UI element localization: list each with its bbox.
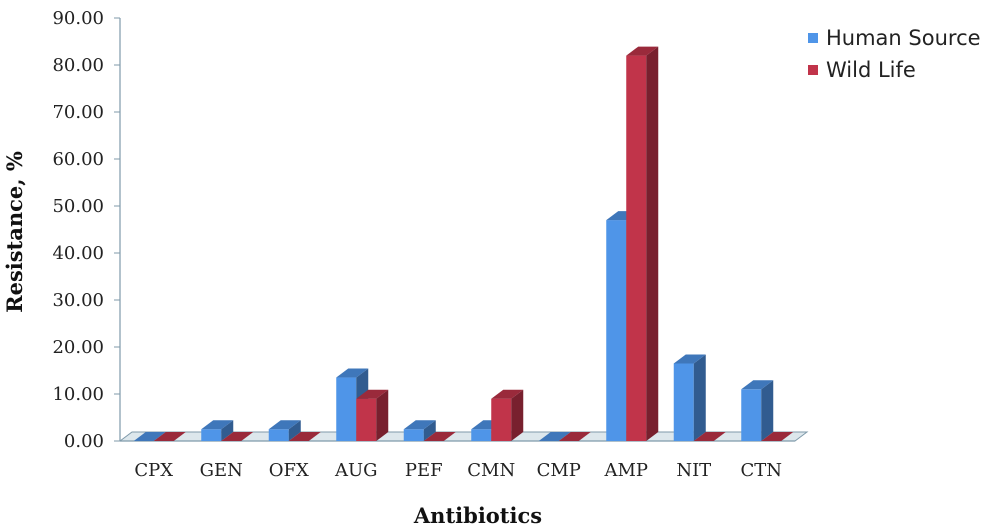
y-tick-label: 20.00 [52,337,104,358]
x-tick-label-ofx: OFX [269,460,309,481]
bar-wild-life-ctn [761,432,794,441]
y-tick-label: 90.00 [52,8,104,29]
bar-human-source-ctn [741,380,774,441]
x-tick-label-pef: PEF [405,460,443,481]
bar-human-source-nit [673,354,706,441]
bar-human-source-gen [201,420,234,441]
bar-wild-life-cmp [558,432,591,441]
bar-wild-life-cpx [153,432,186,441]
x-tick-label-ctn: CTN [740,460,782,481]
y-tick-label: 30.00 [52,290,104,311]
bar-wild-life-ofx [288,432,321,441]
y-axis-title: Resistance, % [2,151,27,313]
x-axis-ticks: CPX GEN OFX AUG PEF CMN CMP AMP NIT CTN [134,460,782,481]
x-tick-label-cpx: CPX [134,460,173,481]
bars [133,46,794,441]
x-tick-label-cmn: CMN [467,460,515,481]
bar-wild-life-cmn [491,389,524,441]
bar-human-source-ofx [268,420,301,441]
x-tick-label-nit: NIT [676,460,711,481]
bar-wild-life-pef [423,432,456,441]
legend-label-wild-life: Wild Life [826,58,916,82]
bar-human-source-cmp [538,432,571,441]
bar-human-source-pef [403,420,436,441]
legend-swatch-human-source [808,33,818,43]
y-tick-label: 70.00 [52,102,104,123]
bar-wild-life-amp [626,46,659,441]
legend-label-human-source: Human Source [826,26,981,50]
y-axis-ticks: 0.00 10.00 20.00 30.00 40.00 50.00 60.00 70.00 8… [52,8,120,452]
x-tick-label-cmp: CMP [537,460,581,481]
bar-wild-life-gen [221,432,254,441]
legend-item-wild-life: Wild Life [808,54,981,86]
y-tick-label: 50.00 [52,196,104,217]
x-tick-label-aug: AUG [334,460,378,481]
x-axis-title: Antibiotics [413,503,542,528]
bar-wild-life-nit [693,432,726,441]
y-tick-label: 80.00 [52,55,104,76]
y-tick-label: 40.00 [52,243,104,264]
x-tick-label-gen: GEN [200,460,243,481]
legend-swatch-wild-life [808,65,818,75]
y-tick-label: 60.00 [52,149,104,170]
bar-wild-life-aug [356,389,389,441]
y-tick-label: 10.00 [52,384,104,405]
legend-item-human-source: Human Source [808,22,981,54]
bar-human-source-cpx [133,432,166,441]
legend: Human Source Wild Life [808,22,981,86]
x-tick-label-amp: AMP [603,460,648,481]
y-tick-label: 0.00 [64,431,104,452]
